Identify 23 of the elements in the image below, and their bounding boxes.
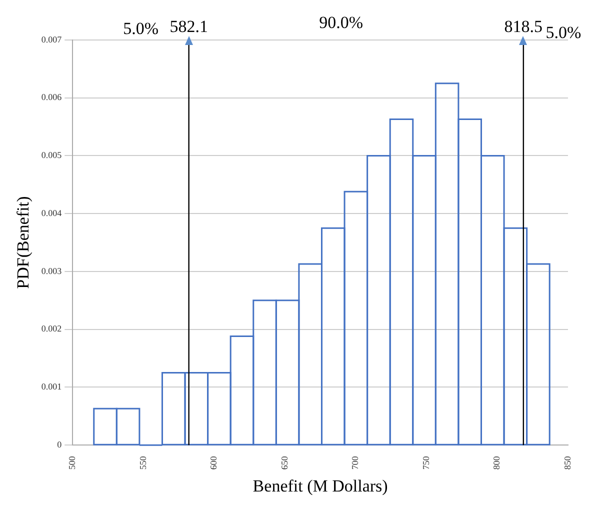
y-tick-label: 0.001: [41, 382, 62, 392]
ref-line-label: 582.1: [170, 16, 208, 36]
ref-line-label: 818.5: [504, 16, 543, 36]
y-tick-label: 0: [57, 439, 62, 450]
x-tick-label: 750: [420, 456, 431, 470]
y-tick-label: 0.003: [41, 266, 62, 276]
x-axis-title: Benefit (M Dollars): [252, 476, 388, 496]
text: 5.0%: [123, 18, 159, 38]
text: 90.0%: [319, 12, 364, 32]
y-axis-title: PDF(Benefit): [14, 196, 33, 289]
y-tick-label: 0.006: [41, 92, 62, 102]
annotation: 5.0%: [546, 22, 582, 42]
x-tick-label: 650: [279, 456, 290, 470]
x-tick-label: 700: [350, 456, 360, 470]
x-tick-label: 800: [492, 456, 502, 470]
y-tick-label: 0.002: [41, 324, 62, 334]
y-tick-label: 0.005: [41, 150, 62, 160]
y-tick-label: 0.004: [41, 208, 62, 218]
x-tick-label: 550: [138, 456, 148, 470]
x-tick-label: 600: [208, 456, 219, 470]
x-tick-label: 850: [562, 456, 572, 470]
x-tick-label: 500: [67, 456, 78, 470]
y-tick-label: 0.007: [41, 34, 62, 44]
